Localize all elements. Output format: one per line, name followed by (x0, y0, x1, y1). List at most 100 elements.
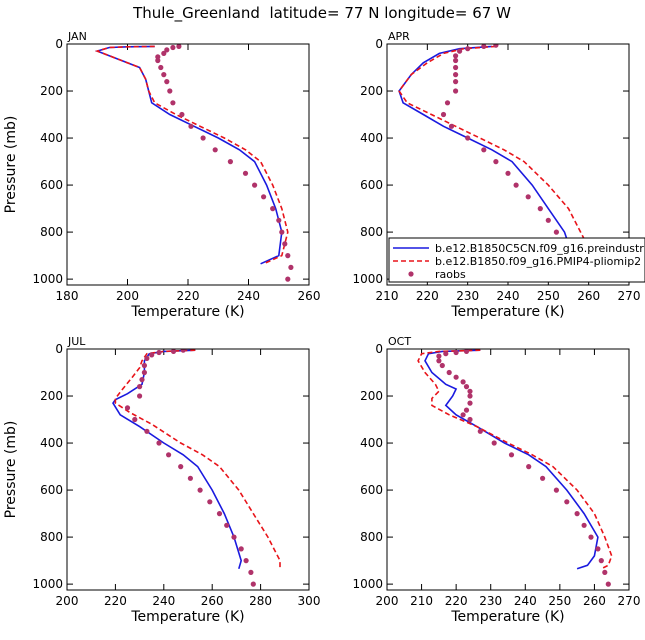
raobs-point (457, 48, 463, 54)
legend-entry: b.e12.B1850C5CN.f09_g16.preindustrial.00 (435, 242, 645, 255)
legend-entry: raobs (435, 268, 466, 281)
raobs-point (158, 64, 164, 71)
panel-label: APR (388, 30, 410, 43)
panel-label: OCT (388, 335, 411, 348)
raobs-point (144, 428, 150, 434)
panel-jan: JAN 180 200 220 240 260 0 200 400 600 800 1000 Tempe… (3, 30, 320, 320)
raobs-point (132, 416, 138, 423)
raobs-point (179, 111, 185, 118)
panel-label: JAN (67, 30, 87, 43)
raobs-point (141, 362, 147, 369)
x-tick-label: 220 (104, 594, 127, 608)
x-tick-label: 220 (416, 289, 439, 303)
y-tick-label: 0 (375, 37, 383, 51)
x-tick-label: 210 (376, 289, 399, 303)
raobs-point (453, 88, 459, 94)
plot-frame (66, 43, 310, 286)
raobs-point (197, 487, 203, 493)
raobs-point (261, 194, 267, 200)
panel-jul: JUL 200 220 240 260 280 300 0 200 400 600 800 1000 Te… (3, 335, 320, 625)
x-axis-label: Temperature (K) (130, 304, 244, 320)
x-tick-label: 200 (116, 289, 139, 303)
y-tick-label: 600 (40, 483, 63, 497)
raobs-point (467, 400, 473, 406)
raobs-point (537, 206, 543, 212)
raobs-point (453, 57, 459, 64)
raobs-point (493, 44, 499, 48)
raobs-point (453, 374, 459, 380)
y-tick-label: 1000 (352, 577, 383, 591)
raobs-point (444, 100, 451, 106)
raobs-point (467, 416, 473, 423)
raobs-point (605, 581, 611, 587)
raobs-point (453, 53, 459, 59)
raobs-point (238, 546, 244, 552)
y-tick-label: 0 (375, 342, 383, 356)
x-axis-label: Temperature (K) (130, 609, 244, 625)
raobs-point (436, 358, 442, 364)
raobs-point (481, 44, 487, 49)
raobs-point (137, 393, 143, 399)
raobs-point (540, 475, 546, 481)
raobs-point (491, 440, 497, 446)
raobs-point (463, 407, 470, 413)
x-tick-label: 220 (445, 594, 468, 608)
y-tick-label: 400 (360, 436, 383, 450)
raobs-point (224, 522, 230, 528)
raobs-point (176, 44, 182, 49)
raobs-point (212, 147, 218, 153)
series-model2-line (114, 349, 281, 569)
x-tick-label: 220 (177, 289, 200, 303)
raobs-point (156, 349, 162, 356)
series-model1-line (424, 349, 599, 570)
figure-title: Thule_Greenland latitude= 77 N longitude… (132, 4, 511, 23)
raobs-point (525, 194, 531, 200)
raobs-point (288, 264, 294, 270)
y-axis-label: Pressure (mb) (3, 421, 19, 519)
raobs-point (481, 147, 487, 153)
plot-area (112, 349, 281, 587)
raobs-point (282, 241, 288, 247)
legend-entry: b.e12.B1850.f09_g16.PMIP4-pliomip2 (435, 255, 641, 268)
y-tick-label: 800 (40, 530, 63, 544)
raobs-point (170, 44, 176, 51)
legend-swatch (408, 271, 414, 277)
y-tick-label: 600 (360, 483, 383, 497)
panel-apr: APR 210 220 230 240 250 260 270 0 200 400 600 800 100… (352, 30, 645, 320)
series-model2-line (398, 45, 594, 265)
raobs-point (161, 50, 167, 57)
raobs-point (467, 393, 473, 399)
raobs-point (602, 569, 608, 576)
raobs-point (465, 46, 471, 52)
y-axis-label: Pressure (mb) (3, 116, 19, 214)
raobs-point (595, 546, 601, 552)
x-tick-label: 280 (249, 594, 272, 608)
y-tick-label: 1000 (352, 272, 383, 286)
raobs-point (574, 510, 580, 517)
x-tick-label: 260 (298, 289, 321, 303)
raobs-point (216, 510, 223, 517)
x-tick-label: 200 (56, 594, 79, 608)
legend-box (388, 237, 645, 283)
y-tick-label: 800 (360, 530, 383, 544)
raobs-point (581, 522, 587, 528)
series-model1-line (398, 45, 574, 264)
x-tick-label: 230 (456, 289, 479, 303)
x-tick-label: 260 (201, 594, 224, 608)
x-tick-label: 240 (237, 289, 260, 303)
series-model2-line (94, 45, 289, 265)
raobs-point (207, 499, 213, 505)
x-tick-label: 250 (537, 289, 560, 303)
plot-frame (386, 43, 630, 286)
raobs-point (526, 464, 532, 470)
raobs-point (187, 475, 193, 481)
raobs-point (270, 206, 276, 212)
raobs-point (453, 349, 459, 356)
y-tick-label: 200 (40, 84, 63, 98)
raobs-point (460, 379, 466, 385)
series-model1-line (94, 45, 283, 265)
raobs-point (242, 170, 249, 176)
x-tick-label: 230 (479, 594, 502, 608)
raobs-point (166, 452, 172, 458)
